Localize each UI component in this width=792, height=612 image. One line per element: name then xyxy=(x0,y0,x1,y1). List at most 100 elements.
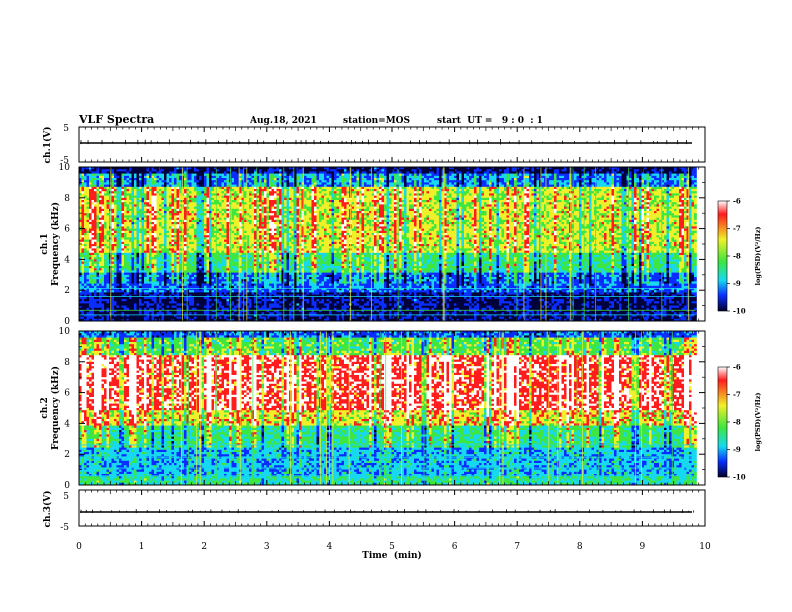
spectrogram-cell xyxy=(151,246,155,249)
spectrogram-cell xyxy=(129,233,132,236)
spectrogram-cell xyxy=(144,294,147,298)
spectrogram-cell xyxy=(189,268,192,271)
spectrogram-cell xyxy=(201,239,205,243)
spectrogram-cell xyxy=(166,237,170,240)
spectrogram-cell xyxy=(189,219,192,223)
spectrogram-cell xyxy=(226,180,230,183)
spectrogram-cell xyxy=(206,305,210,309)
spectrogram-cell xyxy=(114,310,117,313)
spectrogram-cell xyxy=(171,189,175,192)
spectrogram-cell xyxy=(176,279,180,282)
spectrogram-cell xyxy=(226,175,230,179)
spectrogram-cell xyxy=(191,217,195,221)
spectrogram-cell xyxy=(141,263,145,267)
spectrogram-cell xyxy=(161,175,165,179)
spectrogram-cell xyxy=(124,266,127,269)
spectrogram-cell xyxy=(209,186,212,190)
spectrogram-cell xyxy=(176,290,180,293)
spectrogram-cell xyxy=(144,182,147,185)
spectrogram-cell xyxy=(234,182,237,185)
spectrogram-cell xyxy=(141,292,145,295)
spectrogram-cell xyxy=(204,224,207,227)
spectrogram-cell xyxy=(239,219,242,223)
spectrogram-cell xyxy=(134,296,137,300)
spectrogram-cell xyxy=(204,178,207,181)
spectrogram-cell xyxy=(81,314,85,317)
spectrogram-cell xyxy=(171,268,175,271)
spectrogram-cell xyxy=(171,206,175,210)
spectrogram-cell xyxy=(146,233,150,236)
spectrogram-cell xyxy=(84,222,87,225)
spectrogram-cell xyxy=(219,184,222,188)
spectrogram-cell xyxy=(199,250,202,254)
spectrogram-cell xyxy=(221,211,225,214)
spectrogram-cell xyxy=(201,314,205,317)
spectrogram-cell xyxy=(206,237,210,240)
spectrogram-cell xyxy=(186,301,190,304)
spectrogram-cell xyxy=(86,279,90,282)
spectrogram-cell xyxy=(121,195,125,199)
spectrogram-cell xyxy=(211,270,215,273)
spectrogram-cell xyxy=(206,268,210,271)
spectrogram-cell xyxy=(179,191,182,194)
spectrogram-cell xyxy=(224,200,227,203)
spectrogram-cell xyxy=(219,202,222,205)
spectrogram-cell xyxy=(101,197,105,201)
spectrogram-cell xyxy=(171,246,175,249)
spectrogram-cell xyxy=(81,272,85,276)
spectrogram-cell xyxy=(216,318,220,321)
spectrogram-cell xyxy=(134,252,137,256)
spectrogram-cell xyxy=(191,259,195,262)
spectrogram-cell xyxy=(156,314,160,317)
spectrogram-cell xyxy=(181,224,185,227)
spectrogram-cell xyxy=(89,219,92,223)
spectrogram-cell xyxy=(94,241,97,245)
spectrogram-cell xyxy=(101,263,105,267)
spectrogram-cell xyxy=(236,175,240,179)
spectrogram-cell xyxy=(101,215,105,218)
spectrogram-cell xyxy=(144,283,147,287)
spectrogram-cell xyxy=(169,169,172,172)
spectrogram-cell xyxy=(209,197,212,201)
spectrogram-cell xyxy=(149,171,152,174)
spectrogram-cell xyxy=(226,257,230,260)
spectrogram-cell xyxy=(216,292,220,295)
spectrogram-cell xyxy=(89,299,92,302)
spectrogram-cell xyxy=(189,213,192,216)
spectrogram-cell xyxy=(139,272,142,276)
spectrogram-cell xyxy=(91,169,95,172)
spectrogram-cell xyxy=(161,296,165,300)
spectrogram-cell xyxy=(186,261,190,265)
spectrogram-cell xyxy=(206,279,210,282)
spectrogram-cell xyxy=(149,314,152,317)
spectrogram-cell xyxy=(204,182,207,185)
spectrogram-cell xyxy=(131,202,135,205)
spectrogram-cell xyxy=(236,279,240,282)
spectrogram-cell xyxy=(186,314,190,317)
spectrogram-cell xyxy=(201,290,205,293)
spectrogram-cell xyxy=(199,217,202,221)
spectrogram-cell xyxy=(154,281,157,284)
spectrogram-cell xyxy=(219,318,222,321)
spectrogram-cell xyxy=(246,283,250,287)
spectrogram-cell xyxy=(174,257,177,260)
spectrogram-cell xyxy=(99,241,102,245)
spectrogram-cell xyxy=(174,281,177,284)
spectrogram-cell xyxy=(139,255,142,258)
spectrogram-cell xyxy=(141,208,145,212)
spectrogram-cell xyxy=(129,318,132,321)
spectrogram-cell xyxy=(204,222,207,225)
spectrogram-cell xyxy=(171,290,175,293)
spectrogram-cell xyxy=(119,274,122,278)
spectrogram-cell xyxy=(164,189,167,192)
spectrogram-cell xyxy=(221,274,225,278)
spectrogram-cell xyxy=(186,202,190,205)
spectrogram-cell xyxy=(99,171,102,174)
spectrogram-cell xyxy=(121,197,125,201)
spectrogram-cell xyxy=(171,288,175,291)
spectrogram-cell xyxy=(89,316,92,320)
spectrogram-cell xyxy=(199,211,202,214)
date-label: Aug.18, 2021 xyxy=(249,116,317,126)
spectrogram-cell xyxy=(84,211,87,214)
spectrogram-cell xyxy=(156,248,160,251)
